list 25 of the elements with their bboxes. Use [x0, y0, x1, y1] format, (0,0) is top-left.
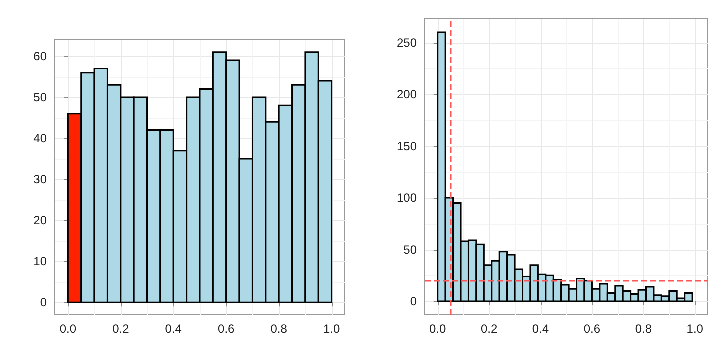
x-tick-label: 0.2: [480, 322, 498, 336]
x-tick-label: 0.6: [584, 322, 601, 336]
y-tick-label: 60: [34, 49, 48, 64]
y-tick-label: 100: [396, 191, 418, 206]
x-tick-label: 0.8: [270, 322, 288, 336]
x-tick-label: 0.8: [635, 322, 652, 336]
y-tick-label: 20: [34, 214, 48, 228]
y-tick-label: 30: [34, 172, 48, 187]
x-tick-label: 0.4: [532, 322, 550, 336]
x-tick-label: 1.0: [323, 322, 340, 336]
y-tick-label: 200: [396, 88, 418, 102]
x-tick-label: 1.0: [686, 322, 704, 336]
x-tick-label: 0.4: [165, 322, 182, 336]
x-tick-label: 0.0: [60, 322, 77, 336]
x-tick-label: 0.0: [430, 322, 447, 336]
y-tick-label: 0: [40, 296, 48, 310]
y-tick-label: 250: [396, 36, 418, 50]
y-tick-label: 50: [404, 242, 418, 257]
x-tick-label: 0.2: [112, 322, 130, 336]
y-tick-label: 10: [34, 254, 48, 269]
x-tick-label: 0.6: [218, 322, 236, 336]
y-tick-label: 150: [396, 139, 418, 154]
y-tick-label: 40: [34, 132, 48, 146]
y-tick-label: 50: [34, 90, 48, 104]
y-tick-label: 0: [410, 294, 418, 309]
